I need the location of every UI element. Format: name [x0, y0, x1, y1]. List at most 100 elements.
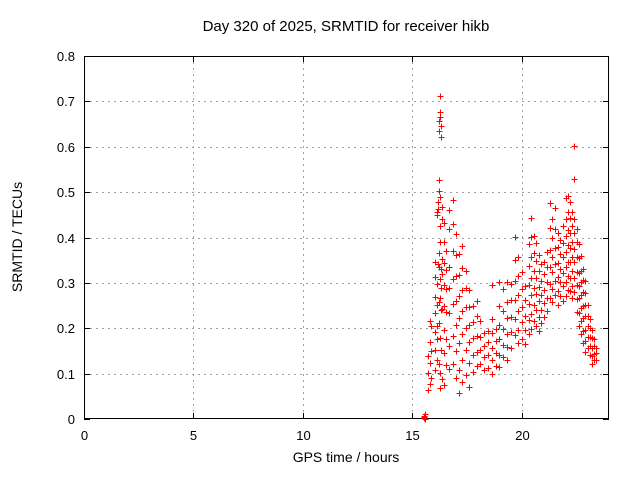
- data-point: [574, 226, 581, 233]
- data-series: [421, 93, 600, 423]
- data-point: [459, 287, 466, 294]
- data-point: [439, 271, 446, 278]
- data-point: [437, 370, 444, 377]
- data-point: [439, 376, 446, 383]
- data-point: [493, 363, 500, 370]
- data-point: [560, 270, 567, 277]
- data-point: [536, 252, 543, 259]
- data-point: [428, 348, 435, 355]
- data-point: [470, 303, 477, 310]
- data-point: [500, 326, 507, 333]
- y-tick-label: 0: [68, 412, 75, 427]
- y-tick-label: 0.7: [57, 94, 75, 109]
- data-point: [446, 207, 453, 214]
- data-point: [512, 332, 519, 339]
- data-point: [489, 357, 496, 364]
- data-point: [425, 387, 432, 394]
- data-point: [508, 329, 515, 336]
- data-point: [557, 279, 564, 286]
- data-point: [443, 309, 450, 316]
- data-point: [528, 234, 535, 241]
- data-point: [450, 361, 457, 368]
- data-point: [459, 331, 466, 338]
- data-point: [538, 278, 545, 285]
- data-point: [576, 283, 583, 290]
- data-point: [582, 327, 589, 334]
- data-point: [555, 230, 562, 237]
- data-point: [496, 352, 503, 359]
- data-point: [571, 176, 578, 183]
- data-point: [432, 294, 439, 301]
- data-point: [500, 342, 507, 349]
- data-point: [446, 343, 453, 350]
- data-point: [552, 261, 559, 268]
- data-point: [443, 362, 450, 369]
- data-point: [438, 134, 445, 141]
- data-point: [466, 304, 473, 311]
- data-point: [421, 414, 428, 421]
- data-point: [560, 223, 567, 230]
- data-point: [549, 235, 556, 242]
- data-point: [591, 336, 598, 343]
- plot-border: [84, 56, 609, 419]
- data-point: [481, 343, 488, 350]
- data-point: [528, 254, 535, 261]
- data-point: [432, 274, 439, 281]
- data-point: [519, 319, 526, 326]
- data-point: [526, 241, 533, 248]
- data-point: [582, 278, 589, 285]
- data-point: [436, 128, 443, 135]
- data-point: [547, 264, 554, 271]
- data-point: [481, 330, 488, 337]
- data-point: [446, 226, 453, 233]
- x-tick-label: 5: [190, 428, 197, 443]
- data-point: [576, 323, 583, 330]
- data-point: [434, 281, 441, 288]
- data-point: [441, 282, 448, 289]
- data-point: [560, 283, 567, 290]
- data-point: [446, 285, 453, 292]
- data-point: [536, 298, 543, 305]
- data-point: [571, 289, 578, 296]
- data-point: [427, 381, 434, 388]
- data-point: [438, 123, 445, 130]
- data-point: [519, 269, 526, 276]
- data-point: [477, 318, 484, 325]
- data-point: [571, 275, 578, 282]
- data-point: [536, 328, 543, 335]
- data-point: [500, 286, 507, 293]
- data-point: [582, 290, 589, 297]
- plot-area: 0 0.1 0.2 0.3 0.4 0.5 0.6 0.7 0.8 0 5 10 15 20: [57, 49, 609, 443]
- data-point: [485, 352, 492, 359]
- data-point: [485, 365, 492, 372]
- data-point: [580, 266, 587, 273]
- data-point: [531, 318, 538, 325]
- data-point: [593, 357, 600, 364]
- x-axis-label: GPS time / hours: [293, 449, 400, 465]
- data-point: [432, 347, 439, 354]
- data-point: [459, 379, 466, 386]
- data-point: [512, 234, 519, 241]
- y-tick-label: 0.6: [57, 140, 75, 155]
- data-point: [533, 275, 540, 282]
- data-point: [571, 216, 578, 223]
- y-tick-label: 0.4: [57, 231, 75, 246]
- data-point: [453, 322, 460, 329]
- data-point: [474, 313, 481, 320]
- data-point: [466, 287, 473, 294]
- data-point: [569, 223, 576, 230]
- data-point: [443, 286, 450, 293]
- data-point: [489, 316, 496, 323]
- data-point: [427, 318, 434, 325]
- data-point: [519, 336, 526, 343]
- data-point: [481, 367, 488, 374]
- data-point: [531, 233, 538, 240]
- data-point: [466, 339, 473, 346]
- data-point: [428, 323, 435, 330]
- data-point: [425, 353, 432, 360]
- data-point: [560, 240, 567, 247]
- data-point: [593, 350, 600, 357]
- data-point: [446, 264, 453, 271]
- data-point: [470, 335, 477, 342]
- data-point: [528, 292, 535, 299]
